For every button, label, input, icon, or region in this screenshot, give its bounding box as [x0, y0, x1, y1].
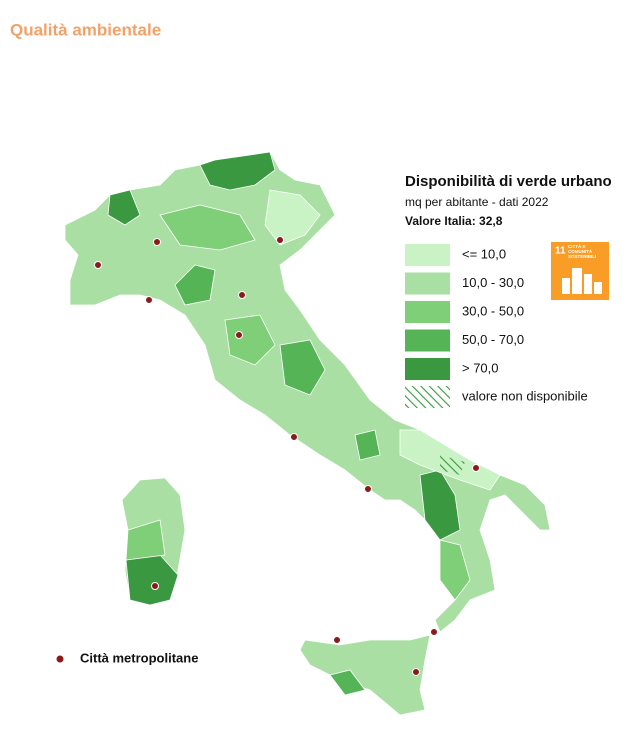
sdg-icon: 11 CITTÀ E COMUNITÀ SOSTENIBILI	[551, 242, 609, 300]
legend: Disponibilità di verde urbano mq per abi…	[405, 173, 612, 408]
map	[64, 151, 551, 716]
city-dots	[94, 236, 480, 676]
missing-label: valore non disponibile	[462, 388, 588, 403]
region	[107, 189, 141, 226]
city-dot	[145, 296, 153, 304]
sdg-label-box: CITTÀ E COMUNITÀ SOSTENIBILI	[568, 244, 597, 259]
city-dot	[333, 636, 341, 644]
legend-label: 50,0 - 70,0	[462, 332, 524, 347]
city-legend-label: Città metropolitane	[80, 650, 198, 665]
legend-swatch	[405, 244, 450, 266]
city-dot	[153, 238, 161, 246]
region	[279, 339, 326, 396]
region	[439, 539, 471, 601]
city-legend-dot	[56, 655, 64, 663]
legend-label: 10,0 - 30,0	[462, 275, 524, 290]
city-dot	[276, 236, 284, 244]
region	[174, 264, 216, 306]
legend-subtitle: mq per abitante - dati 2022	[405, 195, 549, 209]
missing-swatch	[405, 386, 450, 408]
region	[329, 669, 366, 696]
city-dot	[238, 291, 246, 299]
region	[199, 151, 276, 191]
legend-label: <= 10,0	[462, 246, 506, 261]
legend-swatch	[405, 272, 450, 295]
city-dot	[472, 464, 480, 472]
region	[224, 314, 276, 366]
city-dot	[430, 628, 438, 636]
city-dot	[94, 261, 102, 269]
missing-area	[440, 455, 465, 475]
sdg-label: CITTÀ E COMUNITÀ SOSTENIBILI	[568, 244, 597, 259]
sdg-pictogram	[562, 268, 602, 294]
legend-swatch	[405, 301, 450, 323]
sicily	[299, 634, 431, 716]
legend-label: > 70,0	[462, 360, 499, 375]
national-value: Valore Italia: 32,8	[405, 214, 503, 228]
sdg-number: 11	[555, 246, 566, 257]
region	[159, 204, 256, 251]
legend-title: Disponibilità di verde urbano	[405, 173, 612, 190]
page-title: Qualità ambientale	[10, 20, 161, 39]
legend-swatch	[405, 329, 450, 352]
region	[264, 189, 321, 246]
city-dot	[151, 582, 159, 590]
region	[125, 519, 166, 561]
city-dot	[364, 485, 372, 493]
legend-swatch	[405, 358, 450, 380]
region	[354, 429, 381, 461]
city-dot	[235, 331, 243, 339]
city-dot	[412, 668, 420, 676]
city-dot	[290, 433, 298, 441]
legend-label: 30,0 - 50,0	[462, 303, 524, 318]
